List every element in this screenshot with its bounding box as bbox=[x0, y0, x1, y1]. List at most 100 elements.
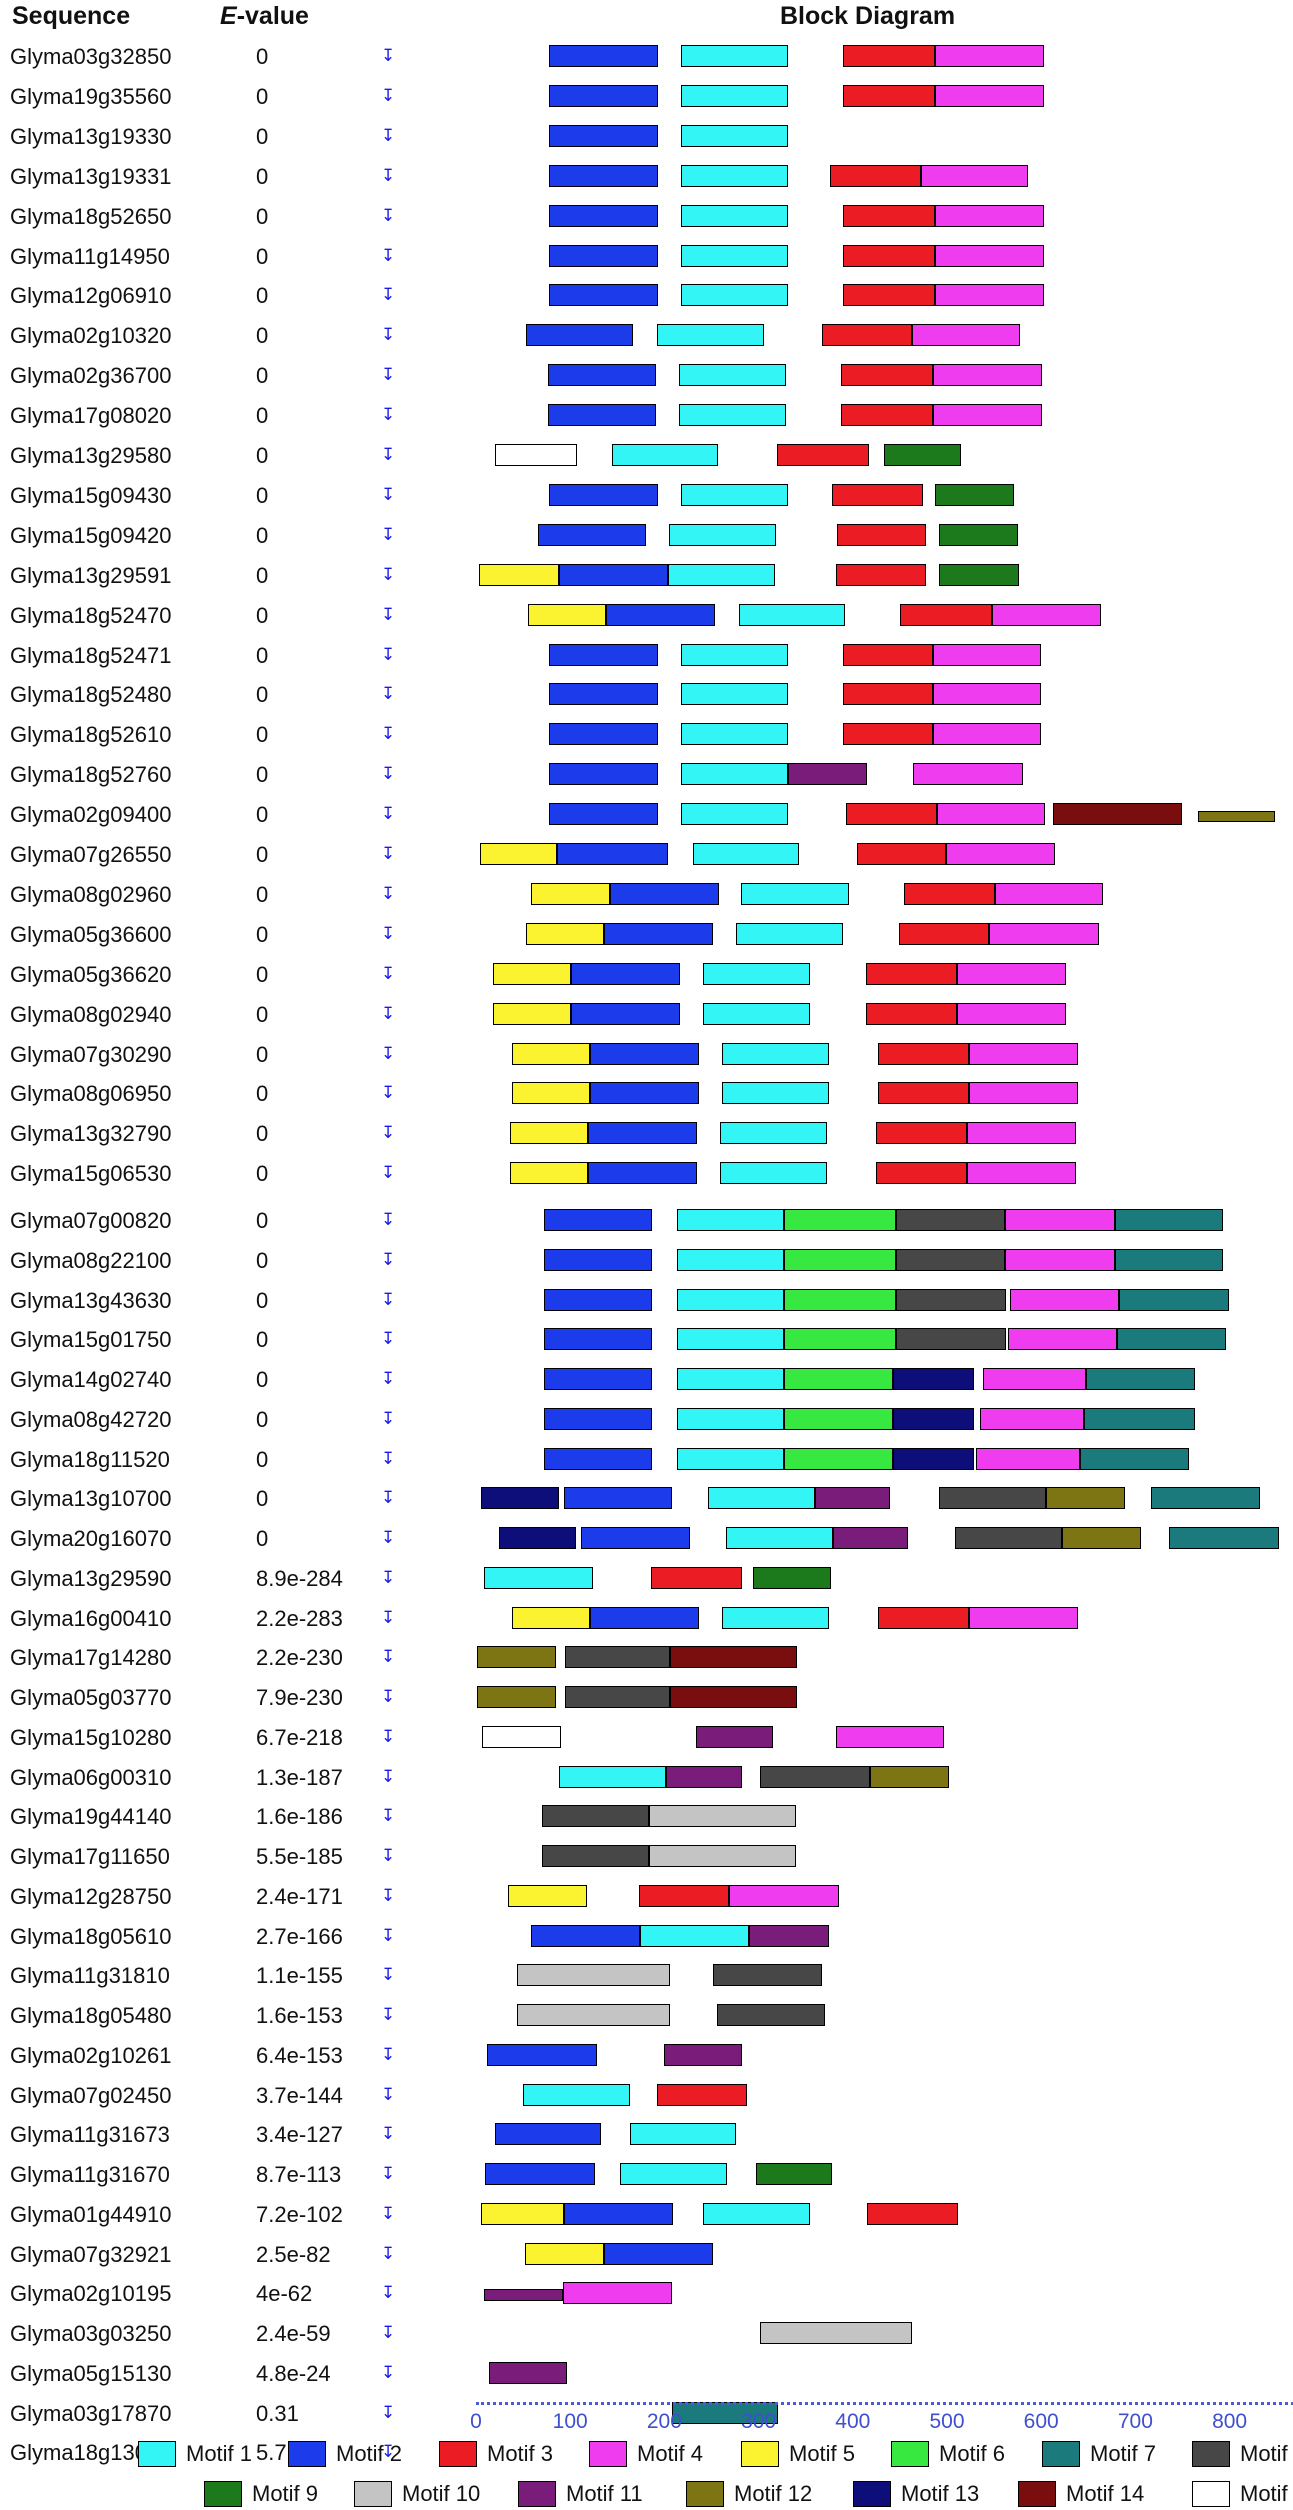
expand-arrow-icon[interactable]: ↧ bbox=[381, 1408, 396, 1428]
expand-arrow-icon[interactable]: ↧ bbox=[381, 2362, 396, 2382]
expand-arrow-icon[interactable]: ↧ bbox=[381, 1687, 396, 1706]
expand-arrow-icon[interactable]: ↧ bbox=[381, 524, 396, 544]
expand-arrow-icon[interactable]: ↧ bbox=[381, 923, 396, 943]
expand-arrow-icon[interactable]: ↧ bbox=[381, 1210, 396, 1229]
sequence-evalue: 7.2e-102 bbox=[256, 2201, 343, 2227]
expand-arrow-icon[interactable]: ↧ bbox=[381, 245, 396, 265]
motif-1-block bbox=[620, 2163, 727, 2185]
motif-3-block bbox=[656, 2083, 748, 2106]
motif-5-block bbox=[480, 2202, 564, 2225]
expand-arrow-icon[interactable]: ↧ bbox=[381, 285, 396, 305]
motif-1-block bbox=[707, 1487, 816, 1510]
motif-1-block bbox=[681, 643, 788, 666]
motif-7-block bbox=[1169, 1527, 1279, 1549]
motif-10-block bbox=[517, 2004, 671, 2026]
expand-arrow-icon[interactable]: ↧ bbox=[381, 1003, 396, 1023]
legend-label: Motif 10 bbox=[402, 2481, 481, 2506]
expand-arrow-icon[interactable]: ↧ bbox=[381, 2203, 396, 2223]
motif-2-block bbox=[588, 1122, 698, 1145]
sequence-name: Glyma17g14280 bbox=[10, 1645, 172, 1671]
motif-6-block bbox=[784, 1368, 894, 1390]
expand-arrow-icon[interactable]: ↧ bbox=[381, 2164, 396, 2183]
expand-arrow-icon[interactable]: ↧ bbox=[381, 804, 396, 824]
expand-arrow-icon[interactable]: ↧ bbox=[381, 2084, 396, 2104]
expand-arrow-icon[interactable]: ↧ bbox=[381, 644, 396, 664]
legend-item-motif-6: Motif 6 bbox=[891, 2438, 1005, 2470]
expand-arrow-icon[interactable]: ↧ bbox=[381, 85, 396, 105]
evalue-header-rest: -value bbox=[236, 2, 309, 30]
expand-arrow-icon[interactable]: ↧ bbox=[381, 1448, 396, 1468]
legend-swatch bbox=[741, 2441, 779, 2467]
sequence-name: Glyma12g28750 bbox=[10, 1883, 172, 1909]
motif-3-block bbox=[878, 1042, 969, 1065]
expand-arrow-icon[interactable]: ↧ bbox=[381, 2283, 396, 2303]
expand-arrow-icon[interactable]: ↧ bbox=[381, 1567, 396, 1587]
expand-arrow-icon[interactable]: ↧ bbox=[381, 684, 396, 704]
expand-arrow-icon[interactable]: ↧ bbox=[381, 883, 396, 903]
sequence-evalue: 0 bbox=[256, 1526, 269, 1551]
expand-arrow-icon[interactable]: ↧ bbox=[381, 2243, 396, 2263]
expand-arrow-icon[interactable]: ↧ bbox=[381, 405, 396, 425]
motif-2-block bbox=[543, 1288, 653, 1311]
motif-3-block bbox=[865, 962, 958, 985]
expand-arrow-icon[interactable]: ↧ bbox=[381, 125, 396, 145]
expand-arrow-icon[interactable]: ↧ bbox=[381, 484, 396, 504]
expand-arrow-icon[interactable]: ↧ bbox=[381, 445, 396, 464]
expand-arrow-icon[interactable]: ↧ bbox=[381, 325, 396, 345]
expand-arrow-icon[interactable]: ↧ bbox=[381, 1647, 396, 1667]
motif-2-block bbox=[563, 2202, 673, 2225]
sequence-name: Glyma05g36600 bbox=[10, 921, 172, 947]
expand-arrow-icon[interactable]: ↧ bbox=[381, 365, 396, 385]
motif-12-block bbox=[1061, 1527, 1142, 1549]
expand-arrow-icon[interactable]: ↧ bbox=[381, 1806, 396, 1826]
expand-arrow-icon[interactable]: ↧ bbox=[381, 1488, 396, 1508]
expand-arrow-icon[interactable]: ↧ bbox=[381, 1846, 396, 1865]
expand-arrow-icon[interactable]: ↧ bbox=[381, 844, 396, 863]
sequence-evalue: 5.7 bbox=[256, 2440, 287, 2466]
expand-arrow-icon[interactable]: ↧ bbox=[381, 764, 396, 784]
expand-arrow-icon[interactable]: ↧ bbox=[381, 1289, 396, 1309]
motif-2-block bbox=[525, 324, 634, 347]
expand-arrow-icon[interactable]: ↧ bbox=[381, 1043, 396, 1063]
expand-arrow-icon[interactable]: ↧ bbox=[381, 205, 396, 225]
expand-arrow-icon[interactable]: ↧ bbox=[381, 604, 396, 624]
expand-arrow-icon[interactable]: ↧ bbox=[381, 2005, 396, 2024]
motif-4-block bbox=[957, 1002, 1066, 1025]
expand-arrow-icon[interactable]: ↧ bbox=[381, 2442, 396, 2462]
expand-arrow-icon[interactable]: ↧ bbox=[381, 1925, 396, 1945]
expand-arrow-icon[interactable]: ↧ bbox=[381, 1766, 396, 1786]
sequence-evalue: 6.4e-153 bbox=[256, 2042, 343, 2068]
expand-arrow-icon[interactable]: ↧ bbox=[381, 564, 396, 584]
motif-1-block bbox=[681, 803, 788, 826]
expand-arrow-icon[interactable]: ↧ bbox=[381, 1726, 396, 1746]
expand-arrow-icon[interactable]: ↧ bbox=[381, 2323, 396, 2342]
expand-arrow-icon[interactable]: ↧ bbox=[381, 2044, 396, 2064]
expand-arrow-icon[interactable]: ↧ bbox=[381, 2124, 396, 2144]
motif-4-block bbox=[979, 1407, 1084, 1430]
motif-2-block bbox=[605, 603, 716, 626]
expand-arrow-icon[interactable]: ↧ bbox=[381, 1965, 396, 1985]
motif-1-block bbox=[676, 1447, 785, 1470]
legend-item-motif-15: Motif 15 bbox=[1192, 2478, 1293, 2510]
expand-arrow-icon[interactable]: ↧ bbox=[381, 1528, 396, 1547]
expand-arrow-icon[interactable]: ↧ bbox=[381, 1329, 396, 1349]
expand-arrow-icon[interactable]: ↧ bbox=[381, 1163, 396, 1183]
expand-arrow-icon[interactable]: ↧ bbox=[381, 724, 396, 744]
motif-8-block bbox=[760, 1765, 870, 1788]
expand-arrow-icon[interactable]: ↧ bbox=[381, 1083, 396, 1103]
expand-arrow-icon[interactable]: ↧ bbox=[381, 1607, 396, 1627]
expand-arrow-icon[interactable]: ↧ bbox=[381, 2402, 396, 2422]
motif-6-block bbox=[784, 1407, 894, 1430]
expand-arrow-icon[interactable]: ↧ bbox=[381, 46, 396, 65]
expand-arrow-icon[interactable]: ↧ bbox=[381, 1249, 396, 1269]
motif-15-block bbox=[494, 444, 577, 466]
sequence-evalue: 0 bbox=[256, 123, 269, 149]
motif-3-block bbox=[843, 204, 935, 227]
expand-arrow-icon[interactable]: ↧ bbox=[381, 1123, 396, 1143]
expand-arrow-icon[interactable]: ↧ bbox=[381, 1369, 396, 1388]
expand-arrow-icon[interactable]: ↧ bbox=[381, 963, 396, 983]
expand-arrow-icon[interactable]: ↧ bbox=[381, 1885, 396, 1905]
expand-arrow-icon[interactable]: ↧ bbox=[381, 165, 396, 185]
motif-2-block bbox=[485, 2163, 595, 2185]
motif-1-block bbox=[679, 364, 786, 387]
